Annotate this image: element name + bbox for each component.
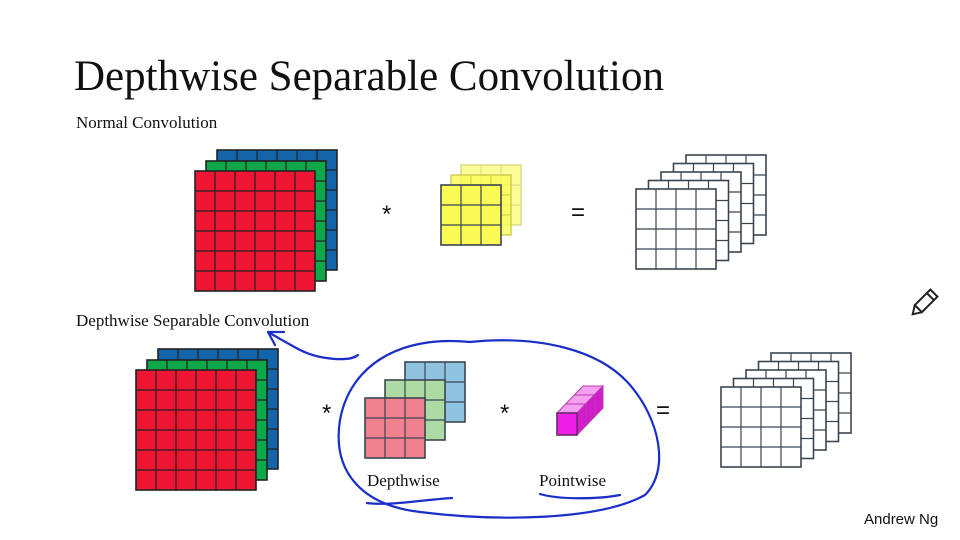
arrow-head: [266, 330, 286, 347]
slide-title: Depthwise Separable Convolution: [74, 53, 664, 100]
annotation-loop: [337, 339, 661, 519]
convolve-operator: *: [500, 400, 509, 427]
equals-operator: =: [571, 199, 585, 226]
depthwise-underline: [365, 496, 454, 505]
pencil-icon[interactable]: [909, 288, 939, 318]
equals-operator: =: [656, 397, 670, 424]
filter-front: [440, 184, 502, 246]
author-name: Andrew Ng: [864, 511, 939, 528]
handwritten-annotation: [266, 330, 661, 519]
convolve-operator: *: [322, 400, 331, 427]
convolve-operator: *: [382, 201, 391, 228]
pointwise-underline: [538, 492, 622, 500]
pointwise-filter: [555, 384, 605, 437]
normal-convolution-heading: Normal Convolution: [76, 113, 218, 132]
input-channel-red: [194, 170, 316, 292]
pointwise-label: Pointwise: [539, 471, 606, 490]
input-channel-red: [135, 369, 257, 491]
depthwise-label: Depthwise: [367, 471, 440, 490]
output-layer: [720, 386, 802, 468]
depthwise-filter-red: [364, 397, 426, 459]
annotation-arrow: [266, 330, 360, 361]
output-layer: [635, 188, 717, 270]
depthwise-separable-heading: Depthwise Separable Convolution: [76, 311, 310, 330]
